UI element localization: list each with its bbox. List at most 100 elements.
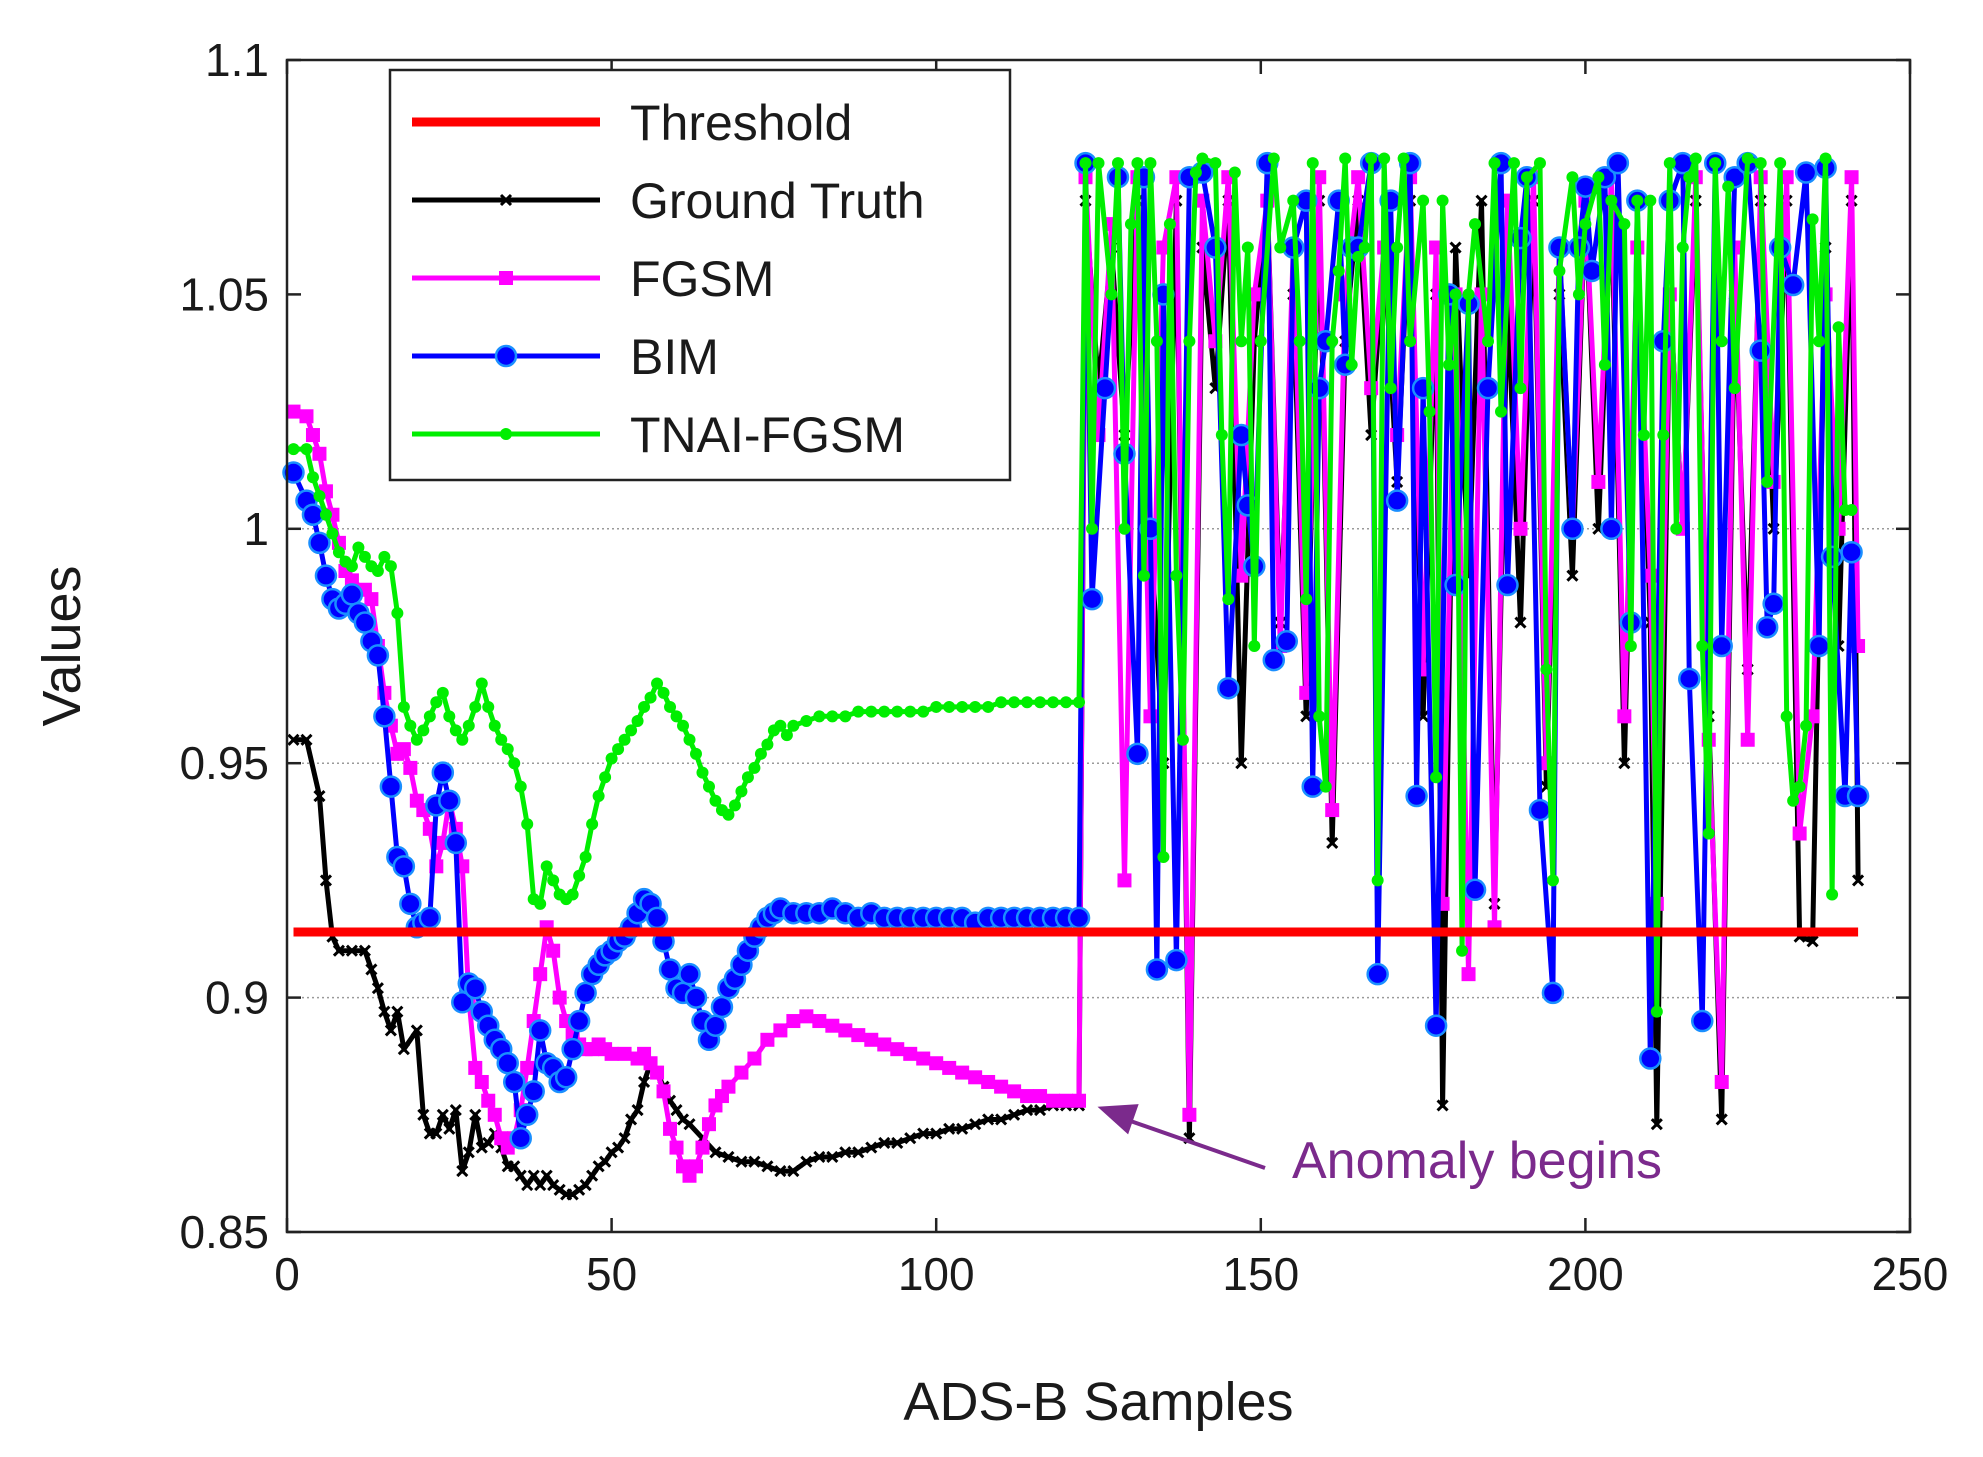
fgsm-point-3 [312, 446, 327, 461]
x-tick-label-5: 250 [1872, 1248, 1949, 1300]
axes: 0 50 100 150 200 250 0.85 0.9 0.95 1 1.05 1.1 ADS-B … [32, 34, 1948, 1432]
ground-truth-point-2 [313, 789, 326, 803]
ground-truth-point-31 [521, 1179, 534, 1192]
fgsm-point-71 [825, 1018, 840, 1033]
ground-truth-point-17 [430, 1127, 443, 1140]
ground-truth-point-0 [287, 733, 300, 746]
bim-point-16 [392, 855, 416, 878]
tnai-fgsm-point-162 [1540, 663, 1553, 676]
tnai-fgsm-point-26 [462, 719, 475, 732]
bim-point-97 [1067, 906, 1091, 930]
bim-point-164 [1710, 634, 1733, 658]
tnai-fgsm-point-91 [982, 700, 995, 713]
tnai-fgsm-point-46 [592, 790, 605, 803]
y-axis-title: Values [32, 565, 92, 726]
tnai-fgsm-point-137 [1352, 250, 1365, 263]
tnai-fgsm-point-59 [677, 719, 690, 732]
tnai-fgsm-point-161 [1533, 157, 1546, 170]
ground-truth-point-61 [748, 1155, 761, 1168]
tnai-fgsm-point-85 [904, 705, 917, 718]
tnai-fgsm-point-144 [1397, 152, 1410, 165]
bim-point-4 [314, 564, 338, 587]
tnai-fgsm-point-51 [625, 724, 638, 737]
ground-truth-point-9 [371, 982, 384, 995]
tnai-fgsm-point-60 [683, 733, 696, 746]
plot-series [282, 151, 1870, 1201]
tnai-fgsm-point-13 [378, 550, 391, 563]
bim-point-32 [496, 1051, 519, 1075]
bim-point-122 [1307, 376, 1331, 400]
ground-truth-point-10 [378, 1005, 391, 1018]
tnai-fgsm-point-21 [430, 696, 443, 709]
ground-truth-point-41 [586, 1169, 599, 1182]
tnai-fgsm-point-105 [1124, 218, 1137, 231]
ground-truth-point-82 [1021, 1104, 1034, 1117]
ground-truth-point-45 [612, 1141, 625, 1154]
tnai-fgsm-point-71 [754, 747, 767, 760]
bim-point-117 [1262, 648, 1286, 672]
tnai-fgsm-point-196 [1800, 719, 1813, 732]
tnai-fgsm-point-84 [891, 705, 904, 718]
fgsm-point-78 [916, 1051, 931, 1066]
bim-point-0 [282, 461, 305, 484]
fgsm-point-28 [481, 1093, 496, 1108]
fgsm-point-68 [786, 1014, 801, 1029]
tnai-fgsm-point-61 [689, 747, 702, 760]
tnai-fgsm-point-42 [566, 888, 579, 901]
plot-frame [285, 58, 1912, 1234]
ground-truth-point-59 [722, 1150, 735, 1164]
tnai-fgsm-point-131 [1313, 710, 1326, 723]
x-axis-title: ADS-B Samples [903, 1372, 1293, 1432]
tnai-fgsm-point-119 [1222, 593, 1235, 606]
tnai-fgsm-point-79 [826, 710, 839, 723]
fgsm-point-66 [760, 1032, 775, 1047]
tnai-fgsm-point-3 [313, 489, 326, 502]
x-tick-label-4: 200 [1547, 1248, 1624, 1300]
bim-point-171 [1781, 273, 1805, 297]
legend-entry-tnai-fgsm: TNAI-FGSM [412, 407, 905, 463]
tnai-fgsm-point-101 [1092, 157, 1105, 170]
tnai-fgsm-point-69 [741, 771, 754, 784]
tnai-fgsm-point-99 [1079, 157, 1092, 170]
y-tick-label-5: 1.1 [205, 34, 269, 86]
tnai-fgsm-point-112 [1170, 569, 1183, 582]
tnai-fgsm-point-100 [1086, 522, 1099, 535]
fgsm-point-85 [1007, 1084, 1022, 1099]
bim-point-162 [1691, 1009, 1714, 1033]
legend-label-fgsm: FGSM [630, 251, 774, 307]
tnai-fgsm-point-157 [1495, 405, 1508, 418]
ground-truth-point-137 [1715, 1113, 1728, 1126]
tnai-fgsm-point-66 [722, 808, 735, 821]
tnai-fgsm-point-132 [1319, 780, 1332, 793]
ground-truth-point-144 [1806, 935, 1819, 948]
tnai-fgsm-point-9 [352, 541, 365, 554]
tnai-fgsm-point-176 [1650, 1005, 1663, 1018]
tnai-fgsm-point-74 [774, 719, 787, 732]
tnai-fgsm-point-142 [1384, 382, 1397, 395]
tnai-fgsm-point-178 [1663, 157, 1676, 170]
bim-point-42 [561, 1037, 584, 1061]
tnai-fgsm-point-102 [1105, 288, 1118, 301]
fgsm-point-64 [734, 1065, 749, 1080]
tnai-fgsm-point-44 [579, 850, 592, 863]
bim-point-145 [1528, 798, 1552, 822]
tnai-fgsm-point-31 [495, 733, 508, 746]
tnai-fgsm-point-24 [449, 724, 462, 737]
ground-truth-point-106 [1326, 836, 1339, 849]
fgsm-point-141 [1714, 1074, 1729, 1089]
tnai-fgsm-point-37 [534, 897, 547, 910]
fgsm-point-47 [604, 1046, 619, 1061]
legend-box [388, 68, 1012, 482]
bim-point-24 [444, 831, 468, 855]
ground-truth-point-80 [995, 1113, 1008, 1126]
fgsm-point-27 [474, 1074, 489, 1089]
fgsm-point-86 [1020, 1089, 1035, 1104]
ground-truth-point-132 [1650, 1118, 1663, 1131]
fgsm-point-131 [1591, 474, 1606, 489]
ground-truth-point-43 [599, 1155, 612, 1168]
tnai-fgsm-point-62 [696, 766, 709, 779]
bim-point-34 [509, 1126, 532, 1150]
tnai-fgsm-point-172 [1624, 640, 1637, 652]
bim-point-133 [1405, 784, 1428, 808]
legend: Threshold Ground Truth FGSM BIM TNAI-FGSM [388, 68, 1012, 482]
